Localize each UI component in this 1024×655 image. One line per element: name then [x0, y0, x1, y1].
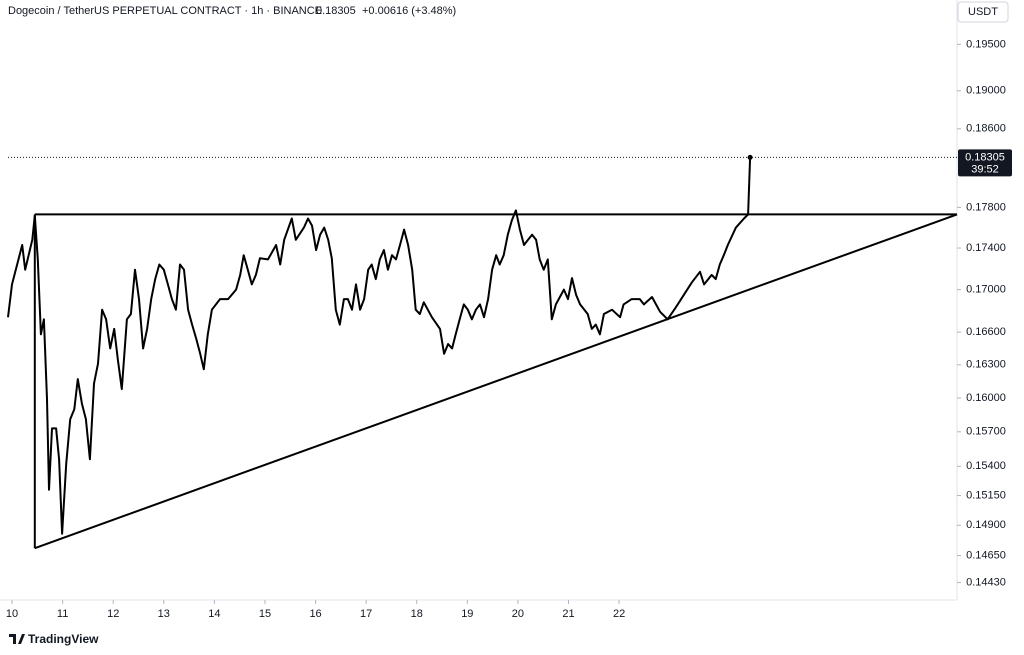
- brand: TradingView: [9, 632, 99, 646]
- y-tick-label: 0.16600: [966, 326, 1006, 338]
- header-price: 0.18305: [316, 5, 356, 17]
- price-label: 0.18305: [965, 151, 1005, 163]
- unit-label[interactable]: USDT: [968, 6, 998, 18]
- y-tick-label: 0.16300: [966, 359, 1006, 371]
- y-tick-label: 0.15150: [966, 489, 1006, 501]
- x-tick-label: 10: [6, 608, 18, 620]
- x-tick-label: 22: [613, 608, 625, 620]
- x-tick-label: 20: [512, 608, 524, 620]
- y-tick-label: 0.15400: [966, 460, 1006, 472]
- y-tick-label: 0.15700: [966, 426, 1006, 438]
- y-tick-label: 0.16000: [966, 392, 1006, 404]
- y-tick-label: 0.18600: [966, 123, 1006, 135]
- x-tick-label: 16: [309, 608, 321, 620]
- y-tick-label: 0.14650: [966, 549, 1006, 561]
- x-tick-label: 11: [57, 608, 68, 620]
- y-tick-label: 0.14900: [966, 519, 1006, 531]
- brand-logo: [9, 634, 25, 644]
- price-label-box: [958, 149, 1012, 177]
- x-tick-label: 12: [107, 608, 119, 620]
- last-point: [747, 154, 753, 160]
- y-tick-label: 0.19500: [966, 38, 1006, 50]
- brand-name: TradingView: [28, 632, 99, 646]
- y-tick-label: 0.19000: [966, 85, 1006, 97]
- price-line: [7, 157, 752, 535]
- x-tick-label: 14: [208, 608, 220, 620]
- header-change: +0.00616 (+3.48%): [362, 5, 456, 17]
- x-tick-label: 19: [461, 608, 473, 620]
- x-tick-label: 13: [158, 608, 170, 620]
- y-tick-label: 0.14430: [966, 576, 1006, 588]
- trendline: [34, 213, 958, 550]
- countdown-label: 39:52: [971, 163, 999, 175]
- y-tick-label: 0.17400: [966, 242, 1006, 254]
- y-tick-label: 0.17000: [966, 284, 1006, 296]
- y-tick-label: 0.17800: [966, 201, 1006, 213]
- x-tick-label: 15: [259, 608, 271, 620]
- x-tick-label: 17: [360, 608, 372, 620]
- x-tick-label: 18: [411, 608, 423, 620]
- unit-box[interactable]: [957, 1, 1009, 23]
- chart-title: Dogecoin / TetherUS PERPETUAL CONTRACT ·…: [8, 5, 322, 17]
- x-tick-label: 21: [562, 608, 574, 620]
